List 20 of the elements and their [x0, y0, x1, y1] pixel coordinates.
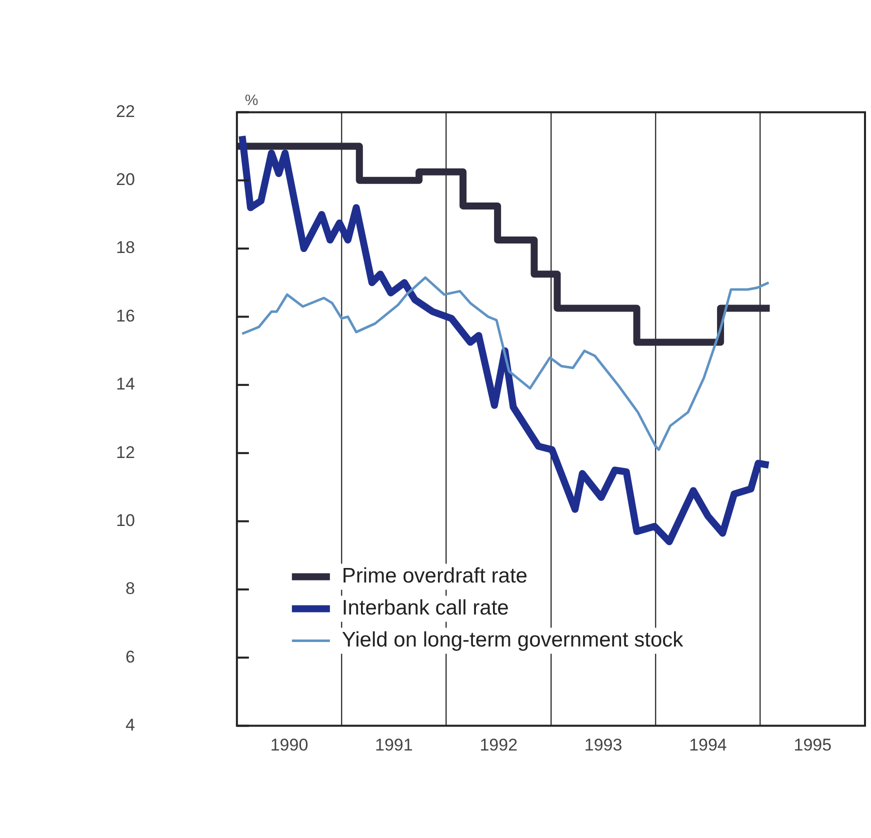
- x-tick-label: 1994: [689, 736, 727, 755]
- y-tick-label: 14: [116, 374, 135, 394]
- legend-label: Interbank call rate: [342, 596, 509, 620]
- x-tick-label: 1995: [794, 736, 832, 755]
- y-tick-label: 18: [116, 238, 135, 258]
- y-tick-label: 12: [116, 442, 135, 462]
- x-tick-label: 1991: [375, 736, 413, 755]
- y-tick-label: 4: [125, 715, 135, 734]
- legend-label: Prime overdraft rate: [342, 564, 528, 588]
- y-tick-label: 20: [116, 170, 135, 190]
- y-tick-label: 8: [125, 579, 135, 598]
- x-tick-label: 1993: [584, 736, 622, 755]
- y-tick-label: 10: [116, 510, 135, 530]
- legend-label: Yield on long-term government stock: [342, 628, 684, 652]
- y-tick-label: 16: [116, 306, 135, 326]
- y-tick-label: 6: [125, 647, 135, 666]
- x-tick-label: 1990: [270, 736, 308, 755]
- x-tick-label: 1992: [480, 736, 518, 755]
- y-tick-label: 22: [116, 102, 135, 121]
- y-axis-title: %: [244, 92, 258, 109]
